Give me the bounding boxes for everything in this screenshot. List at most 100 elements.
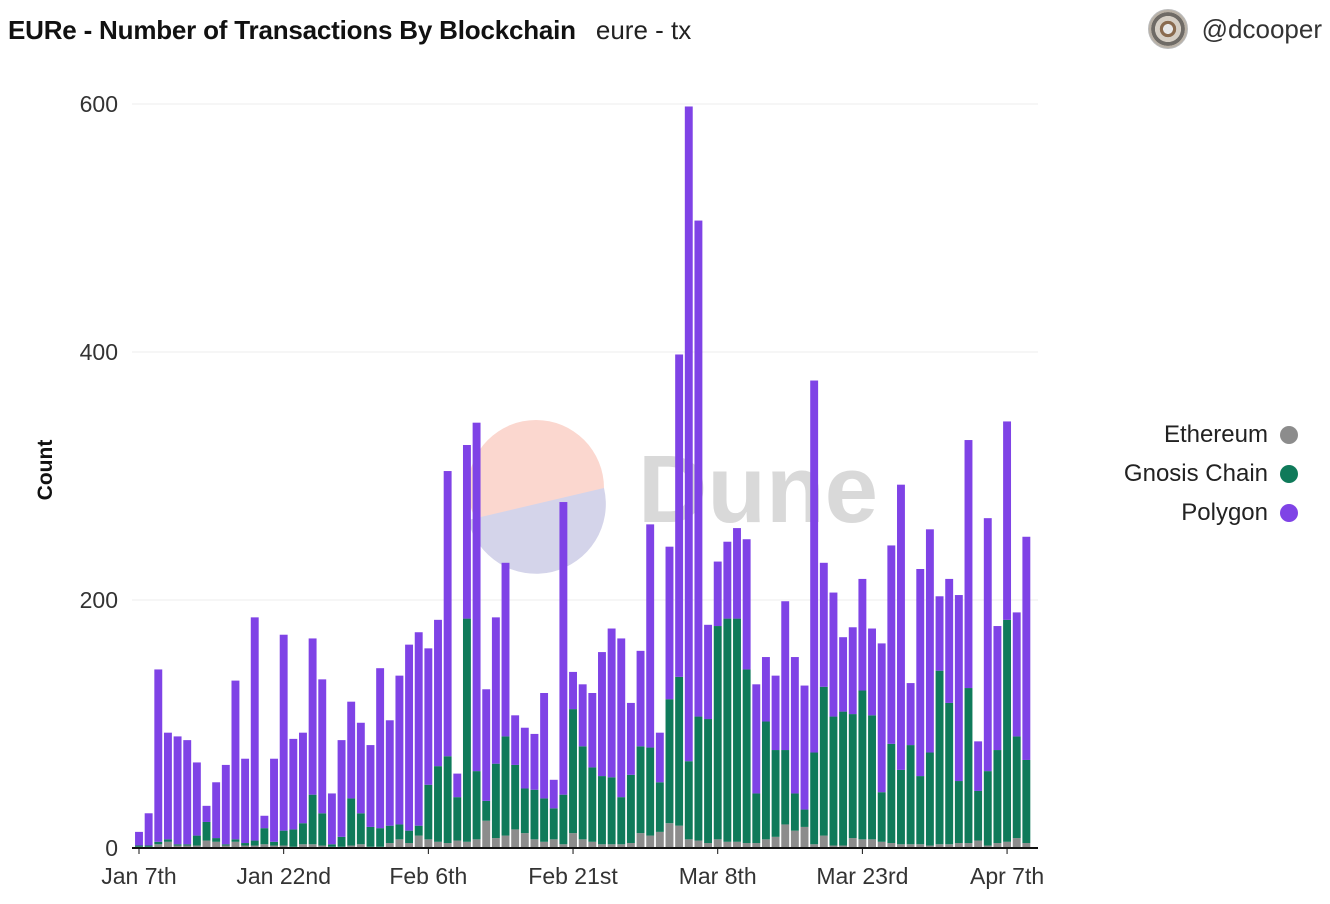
bar-ethereum[interactable] (212, 841, 221, 848)
bar-ethereum[interactable] (1022, 843, 1031, 848)
bar-polygon[interactable] (665, 546, 674, 700)
bar-gnosis-chain[interactable] (790, 793, 799, 831)
bar-polygon[interactable] (684, 106, 693, 762)
bar-gnosis-chain[interactable] (588, 767, 597, 842)
bar-polygon[interactable] (366, 745, 375, 827)
bar-polygon[interactable] (868, 628, 876, 716)
bar-polygon[interactable] (771, 675, 780, 751)
bar-ethereum[interactable] (752, 843, 761, 848)
bar-polygon[interactable] (954, 595, 963, 782)
bar-polygon[interactable] (781, 601, 790, 751)
bar-ethereum[interactable] (897, 844, 905, 848)
bar-gnosis-chain[interactable] (163, 839, 172, 842)
bar-polygon[interactable] (723, 541, 732, 619)
bar-polygon[interactable] (607, 628, 616, 778)
bar-ethereum[interactable] (173, 845, 182, 848)
avatar[interactable] (1147, 9, 1188, 49)
bar-ethereum[interactable] (308, 844, 317, 848)
bar-ethereum[interactable] (231, 841, 240, 848)
bar-gnosis-chain[interactable] (578, 746, 587, 840)
bar-ethereum[interactable] (655, 831, 664, 848)
bar-polygon[interactable] (983, 518, 992, 772)
bar-gnosis-chain[interactable] (964, 688, 973, 844)
bar-gnosis-chain[interactable] (520, 788, 529, 834)
bar-gnosis-chain[interactable] (1003, 619, 1012, 842)
bar-gnosis-chain[interactable] (723, 618, 732, 842)
bar-gnosis-chain[interactable] (434, 766, 442, 842)
bar-gnosis-chain[interactable] (250, 840, 259, 846)
bar-ethereum[interactable] (800, 826, 809, 848)
bar-polygon[interactable] (520, 727, 529, 789)
bar-gnosis-chain[interactable] (993, 750, 1002, 844)
bar-ethereum[interactable] (906, 844, 915, 848)
bar-polygon[interactable] (626, 702, 635, 775)
bar-gnosis-chain[interactable] (839, 711, 848, 846)
bar-ethereum[interactable] (665, 823, 674, 848)
bar-gnosis-chain[interactable] (231, 839, 240, 842)
bar-polygon[interactable] (202, 805, 211, 822)
bar-polygon[interactable] (848, 627, 857, 715)
bar-ethereum[interactable] (183, 845, 192, 848)
bar-gnosis-chain[interactable] (385, 825, 394, 844)
bar-polygon[interactable] (135, 831, 143, 846)
bar-gnosis-chain[interactable] (810, 752, 819, 845)
bar-gnosis-chain[interactable] (482, 800, 491, 821)
bar-polygon[interactable] (540, 693, 549, 799)
bar-ethereum[interactable] (877, 841, 886, 848)
bar-gnosis-chain[interactable] (260, 828, 269, 845)
bar-gnosis-chain[interactable] (935, 670, 944, 845)
bar-ethereum[interactable] (520, 833, 529, 848)
bar-gnosis-chain[interactable] (655, 782, 664, 832)
legend-item-gnosis-chain[interactable]: Gnosis Chain (1124, 454, 1298, 493)
bar-gnosis-chain[interactable] (289, 829, 298, 847)
bar-ethereum[interactable] (202, 840, 211, 848)
bar-gnosis-chain[interactable] (897, 769, 905, 845)
bar-ethereum[interactable] (858, 839, 867, 848)
bar-gnosis-chain[interactable] (530, 789, 539, 840)
bar-polygon[interactable] (144, 813, 153, 846)
bar-polygon[interactable] (945, 578, 954, 703)
bar-ethereum[interactable] (598, 844, 606, 848)
bar-polygon[interactable] (173, 736, 182, 845)
bar-polygon[interactable] (395, 675, 404, 825)
bar-gnosis-chain[interactable] (954, 781, 963, 844)
bar-gnosis-chain[interactable] (308, 794, 317, 845)
bar-gnosis-chain[interactable] (366, 826, 375, 847)
bar-gnosis-chain[interactable] (270, 841, 278, 846)
bar-polygon[interactable] (1003, 421, 1012, 620)
bar-polygon[interactable] (501, 562, 510, 737)
bar-gnosis-chain[interactable] (376, 828, 385, 847)
bar-ethereum[interactable] (935, 844, 944, 848)
bar-polygon[interactable] (877, 643, 886, 793)
bar-polygon[interactable] (549, 779, 558, 809)
bar-polygon[interactable] (646, 524, 655, 748)
bar-ethereum[interactable] (241, 845, 250, 848)
bar-gnosis-chain[interactable] (511, 764, 520, 830)
bar-ethereum[interactable] (925, 845, 934, 848)
bar-polygon[interactable] (250, 617, 259, 841)
bar-polygon[interactable] (163, 732, 172, 840)
bar-polygon[interactable] (790, 657, 799, 794)
bar-ethereum[interactable] (848, 838, 857, 848)
bar-ethereum[interactable] (549, 839, 558, 848)
bar-gnosis-chain[interactable] (414, 825, 423, 836)
bar-gnosis-chain[interactable] (626, 774, 635, 844)
bar-polygon[interactable] (713, 561, 722, 627)
bar-ethereum[interactable] (704, 843, 713, 848)
bar-ethereum[interactable] (1012, 838, 1021, 848)
bar-polygon[interactable] (761, 657, 770, 722)
bar-ethereum[interactable] (993, 843, 1002, 848)
bar-gnosis-chain[interactable] (356, 813, 365, 845)
bar-ethereum[interactable] (559, 844, 568, 848)
bar-polygon[interactable] (356, 722, 365, 814)
bar-polygon[interactable] (569, 671, 577, 710)
bar-polygon[interactable] (270, 758, 278, 842)
bar-ethereum[interactable] (916, 844, 925, 848)
bar-polygon[interactable] (974, 741, 983, 791)
bar-polygon[interactable] (655, 732, 664, 783)
bar-ethereum[interactable] (617, 844, 626, 848)
bar-gnosis-chain[interactable] (173, 844, 182, 846)
bar-ethereum[interactable] (761, 839, 770, 848)
bar-ethereum[interactable] (887, 843, 896, 848)
bar-ethereum[interactable] (414, 835, 423, 848)
